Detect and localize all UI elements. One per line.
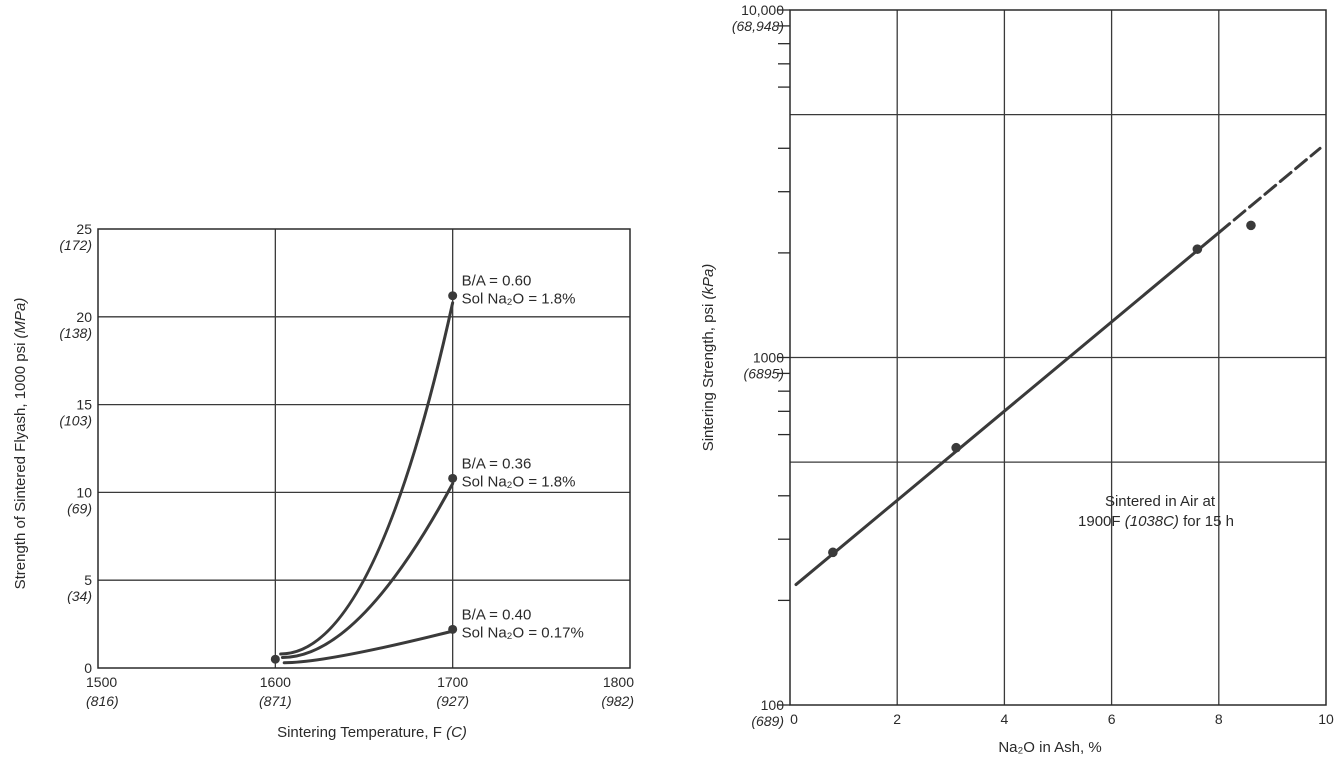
y-tick-label: 10,000	[741, 2, 784, 18]
x-tick-alt-label: (927)	[436, 693, 469, 709]
chart-left-temperature-strength: 0 5(34) 10(69) 15(103) 20(138) 25(172) 1500 (81…	[12, 221, 634, 741]
x-tick-label: 1700	[437, 674, 468, 690]
series-curve-1	[279, 301, 455, 656]
trend-line-solid	[794, 231, 1221, 587]
x-tick-label: 2	[893, 711, 901, 727]
x-tick-label: 1800	[603, 674, 634, 690]
y-tick-alt-label: (68,948)	[732, 18, 784, 34]
x-axis-label: Sintering Temperature, F (C)	[277, 724, 467, 741]
annotation-temp-c: (1038C)	[1125, 513, 1183, 530]
x-axis-label: Na₂O in Ash, %	[998, 739, 1101, 756]
series-end-point-1	[448, 291, 458, 301]
y-tick-alt-label: (172)	[59, 237, 92, 253]
x-tick-label: 4	[1001, 711, 1009, 727]
y-tick-label: 5	[84, 572, 92, 588]
x-tick-label: 6	[1108, 711, 1116, 727]
x-tick-alt-label: (982)	[601, 693, 634, 709]
y-tick-label: 1000	[753, 350, 784, 366]
data-point	[828, 547, 838, 558]
trend-line-dashed	[1217, 146, 1322, 235]
annotation-temp-f: 1900F	[1078, 513, 1125, 530]
series-end-point-3	[448, 624, 458, 634]
y-axis-label-unit: (kPa)	[700, 264, 717, 300]
data-point	[1246, 220, 1256, 231]
annotation-line2: 1900F (1038C) for 15 h	[1078, 513, 1234, 530]
series-curve-3	[282, 629, 455, 665]
x-axis-label-text: Sintering Temperature, F	[277, 724, 446, 741]
y-axis-label-unit: (MPa)	[12, 298, 29, 339]
y-tick-alt-label: (103)	[59, 413, 92, 429]
annotation-duration: for 15 h	[1183, 513, 1234, 530]
series-annotation-line2: Sol Na₂O = 0.17%	[462, 624, 584, 641]
chart-right-na2o-strength: 100(689) 1000(6895) 10,000(68,948) 0 2 4 6 8 10 N…	[700, 2, 1334, 756]
x-tick-label: 1500	[86, 674, 117, 690]
y-tick-label: 10	[76, 484, 92, 500]
y-tick-label: 20	[76, 309, 92, 325]
y-tick-label: 15	[76, 397, 92, 413]
series-annotation-line1: B/A = 0.36	[462, 455, 532, 472]
data-point	[951, 442, 961, 453]
x-tick-label: 8	[1215, 711, 1223, 727]
y-tick-alt-label: (69)	[67, 500, 92, 516]
y-tick-label: 100	[761, 697, 785, 713]
y-axis-label-text: Sintering Strength, psi	[700, 300, 717, 452]
x-tick-alt-label: (816)	[86, 693, 119, 709]
x-tick-label: 1600	[260, 674, 291, 690]
y-tick-alt-label: (6895)	[744, 366, 784, 382]
series-annotation-line2: Sol Na₂O = 1.8%	[462, 291, 576, 308]
series-annotation-line1: B/A = 0.60	[462, 273, 532, 290]
x-axis-label-unit: (C)	[446, 724, 467, 741]
x-tick-label: 10	[1318, 711, 1334, 727]
y-axis-label: Strength of Sintered Flyash, 1000 psi (M…	[12, 298, 29, 590]
series-end-point-2	[448, 473, 458, 483]
y-tick-alt-label: (689)	[751, 713, 784, 729]
plot-frame	[97, 228, 631, 669]
annotation-line1: Sintered in Air at	[1105, 493, 1216, 510]
series-curve-2	[280, 482, 455, 659]
x-tick-alt-label: (871)	[259, 693, 292, 709]
y-tick-label: 25	[76, 221, 92, 237]
y-tick-alt-label: (34)	[67, 588, 92, 604]
series-annotation-line1: B/A = 0.40	[462, 606, 532, 623]
y-axis-label-text: Strength of Sintered Flyash, 1000 psi	[12, 338, 29, 589]
y-tick-alt-label: (138)	[59, 325, 92, 341]
series-start-point-1	[270, 654, 280, 664]
x-tick-label: 0	[790, 711, 798, 727]
series-annotation-line2: Sol Na₂O = 1.8%	[462, 473, 576, 490]
y-tick-label: 0	[84, 660, 92, 676]
y-axis-label: Sintering Strength, psi (kPa)	[700, 264, 717, 452]
data-point	[1192, 244, 1203, 254]
